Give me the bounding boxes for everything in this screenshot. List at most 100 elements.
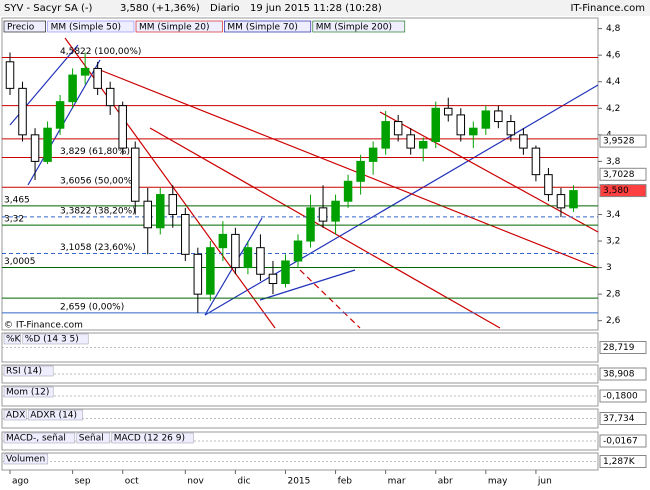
legend-swatch — [135, 20, 223, 33]
copyright: © IT-Finance.com — [4, 321, 83, 331]
candle-body — [256, 247, 265, 275]
candle-body — [80, 67, 90, 76]
candle-body — [293, 240, 303, 262]
indicator-title: %D (14 3 5) — [25, 335, 79, 345]
indicator-tag — [599, 389, 647, 403]
indicator-title: Mom (12) — [6, 388, 49, 398]
candle-body — [306, 207, 315, 242]
trend-line — [259, 269, 356, 301]
price-tag — [599, 184, 647, 198]
candle-body — [569, 190, 578, 209]
y-tick-label: 3,8 — [606, 157, 621, 167]
candle-body — [331, 200, 340, 222]
indicator-title-box — [3, 409, 27, 421]
indicator-tag — [599, 455, 647, 468]
indicator-title: ADX — [6, 411, 25, 421]
candle-body — [469, 127, 478, 136]
indicator-last: 37,734 — [603, 414, 635, 424]
indicator-last: -0,0167 — [603, 437, 638, 447]
y-tick-label: 4,8 — [606, 24, 621, 34]
header-title: SYV - Sacyr SA (-) — [4, 3, 93, 14]
indicator-last: 1,287K — [603, 457, 636, 467]
candle-body — [343, 180, 353, 202]
indicator-title: Señal — [79, 434, 104, 444]
level-label: 3,32 — [4, 215, 24, 225]
price-tag-label: 3,7028 — [603, 170, 635, 180]
header-date: 19 jun 2015 11:28 (10:28) — [250, 3, 382, 14]
candle-body — [556, 194, 566, 209]
x-tick-label: sep — [75, 477, 91, 487]
price-tag — [599, 167, 647, 181]
x-tick-label: jun — [537, 477, 552, 487]
indicator-title-box — [3, 333, 22, 345]
trend-line — [99, 69, 599, 269]
x-tick-label: ago — [12, 477, 29, 487]
candle-body — [55, 101, 65, 129]
x-tick-label: oct — [125, 477, 139, 487]
header-brand: IT-Finance.com — [570, 3, 645, 14]
candle-body — [506, 121, 516, 136]
candle-body — [544, 174, 553, 196]
candle-body — [143, 200, 152, 229]
trend-line — [379, 111, 599, 233]
candle-body — [30, 134, 40, 162]
header-price: 3,580 (+1,36%) — [120, 3, 200, 14]
candle-body — [231, 233, 240, 269]
candle-body — [168, 194, 178, 215]
indicator-last: 38,908 — [603, 370, 635, 380]
legend-swatch — [3, 20, 46, 33]
candle-body — [43, 127, 52, 162]
price-tag-label: 3,9528 — [603, 137, 635, 147]
candle-body — [156, 194, 165, 229]
level-label: 3,6056 (50,00%) — [60, 177, 136, 187]
candle-body — [444, 107, 453, 116]
price-tag-label: 3,580 — [603, 186, 629, 196]
candle-body — [118, 105, 127, 149]
level-label: 3,0005 — [4, 257, 36, 267]
indicator-title-box — [76, 432, 111, 444]
y-tick-label: 4,6 — [606, 51, 621, 61]
candle-body — [218, 233, 228, 249]
candle-body — [181, 213, 190, 255]
indicator-tag — [599, 412, 647, 425]
candle-body — [393, 121, 403, 136]
indicator-title-box — [3, 453, 49, 465]
candle-body — [368, 147, 378, 162]
y-tick-label: 3,4 — [606, 210, 621, 220]
candle-body — [381, 121, 390, 149]
level-label: 4,5822 (100,00%) — [60, 47, 141, 57]
indicator-title-box — [111, 432, 194, 444]
indicator-title: ADXR (14) — [30, 411, 77, 421]
header-bar — [0, 0, 650, 16]
header-period: Diario — [210, 3, 240, 14]
candle-body — [418, 140, 428, 149]
indicator-title-box — [22, 333, 89, 345]
indicator-title: MACD-, señal — [6, 434, 66, 444]
level-label: 2,659 (0,00%) — [60, 302, 124, 312]
legend-label: Precio — [7, 23, 35, 33]
candle-body — [494, 110, 503, 123]
candle-body — [356, 160, 365, 182]
level-label: 3,1058 (23,60%) — [60, 243, 136, 253]
x-tick-label: may — [488, 477, 508, 487]
candle-body — [531, 147, 541, 176]
indicator-title: MACD (12 26 9) — [114, 434, 185, 444]
candle-body — [68, 74, 77, 103]
y-tick-label: 4,4 — [606, 77, 621, 87]
candle-body — [105, 87, 115, 107]
indicator-title: RSI (14) — [6, 367, 42, 377]
level-label: 3,829 (61,80%) — [60, 147, 130, 157]
x-tick-label: mar — [388, 477, 406, 487]
y-tick-label: 2,8 — [606, 290, 621, 300]
indicator-title: %K — [6, 335, 22, 345]
indicator-title-box — [27, 409, 84, 421]
candle-body — [456, 114, 466, 136]
indicator-tag — [599, 367, 647, 381]
candle-body — [243, 247, 253, 269]
candle-body — [5, 61, 15, 89]
indicator-last: -0,1800 — [603, 392, 638, 402]
price-tag — [599, 134, 647, 148]
x-tick-label: dic — [237, 477, 250, 487]
y-tick-label: 4,2 — [606, 104, 620, 114]
